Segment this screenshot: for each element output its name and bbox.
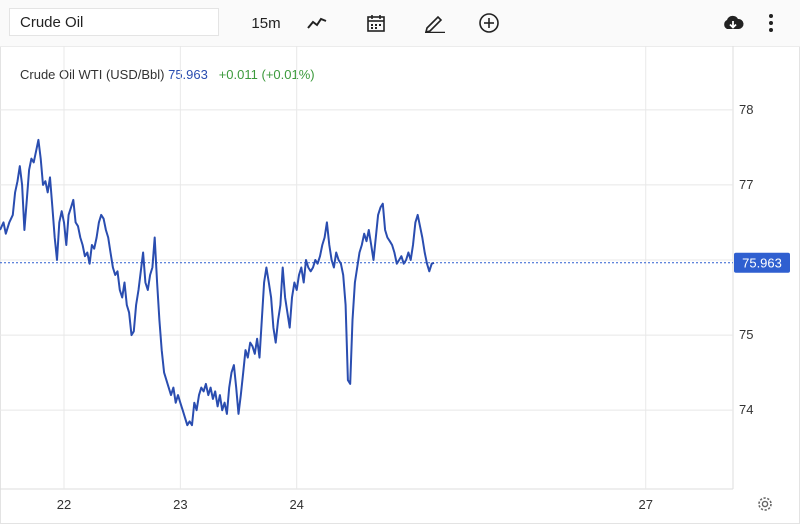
x-tick-label: 27: [639, 497, 653, 512]
chart-legend: Crude Oil WTI (USD/Bbl) 75.963 +0.011 (+…: [20, 67, 315, 82]
chart-type-icon[interactable]: [302, 8, 332, 38]
chart-toolbar: 15m: [0, 0, 800, 47]
legend-name: Crude Oil WTI (USD/Bbl): [20, 67, 165, 82]
last-price-tag-label: 75.963: [742, 255, 782, 270]
price-chart[interactable]: 74 75 77 78 22 23 24 27 75.963: [0, 46, 800, 524]
calendar-icon[interactable]: [361, 8, 391, 38]
settings-icon[interactable]: [755, 494, 775, 514]
x-tick-label: 22: [57, 497, 71, 512]
last-price-tag: 75.963: [734, 252, 790, 273]
x-tick-label: 24: [289, 497, 303, 512]
x-axis: 22 23 24 27: [57, 497, 653, 512]
legend-change-pct: (+0.01%): [261, 67, 315, 82]
last-price-tag-bg: [734, 252, 790, 273]
x-tick-label: 23: [173, 497, 187, 512]
y-tick-label: 75: [739, 327, 753, 342]
draw-icon[interactable]: [420, 8, 450, 38]
legend-change: +0.011: [218, 67, 258, 82]
add-indicator-icon[interactable]: [474, 8, 504, 38]
more-icon[interactable]: [756, 8, 786, 38]
legend-price: 75.963: [168, 67, 208, 82]
price-series-line: [0, 138, 435, 427]
download-icon[interactable]: [718, 8, 748, 38]
y-tick-label: 74: [739, 402, 753, 417]
symbol-input[interactable]: [9, 8, 219, 36]
y-axis: 74 75 77 78: [739, 102, 753, 417]
y-tick-label: 78: [739, 102, 753, 117]
interval-button[interactable]: 15m: [251, 14, 281, 32]
y-tick-label: 77: [739, 177, 753, 192]
chart-grid: [0, 46, 734, 490]
